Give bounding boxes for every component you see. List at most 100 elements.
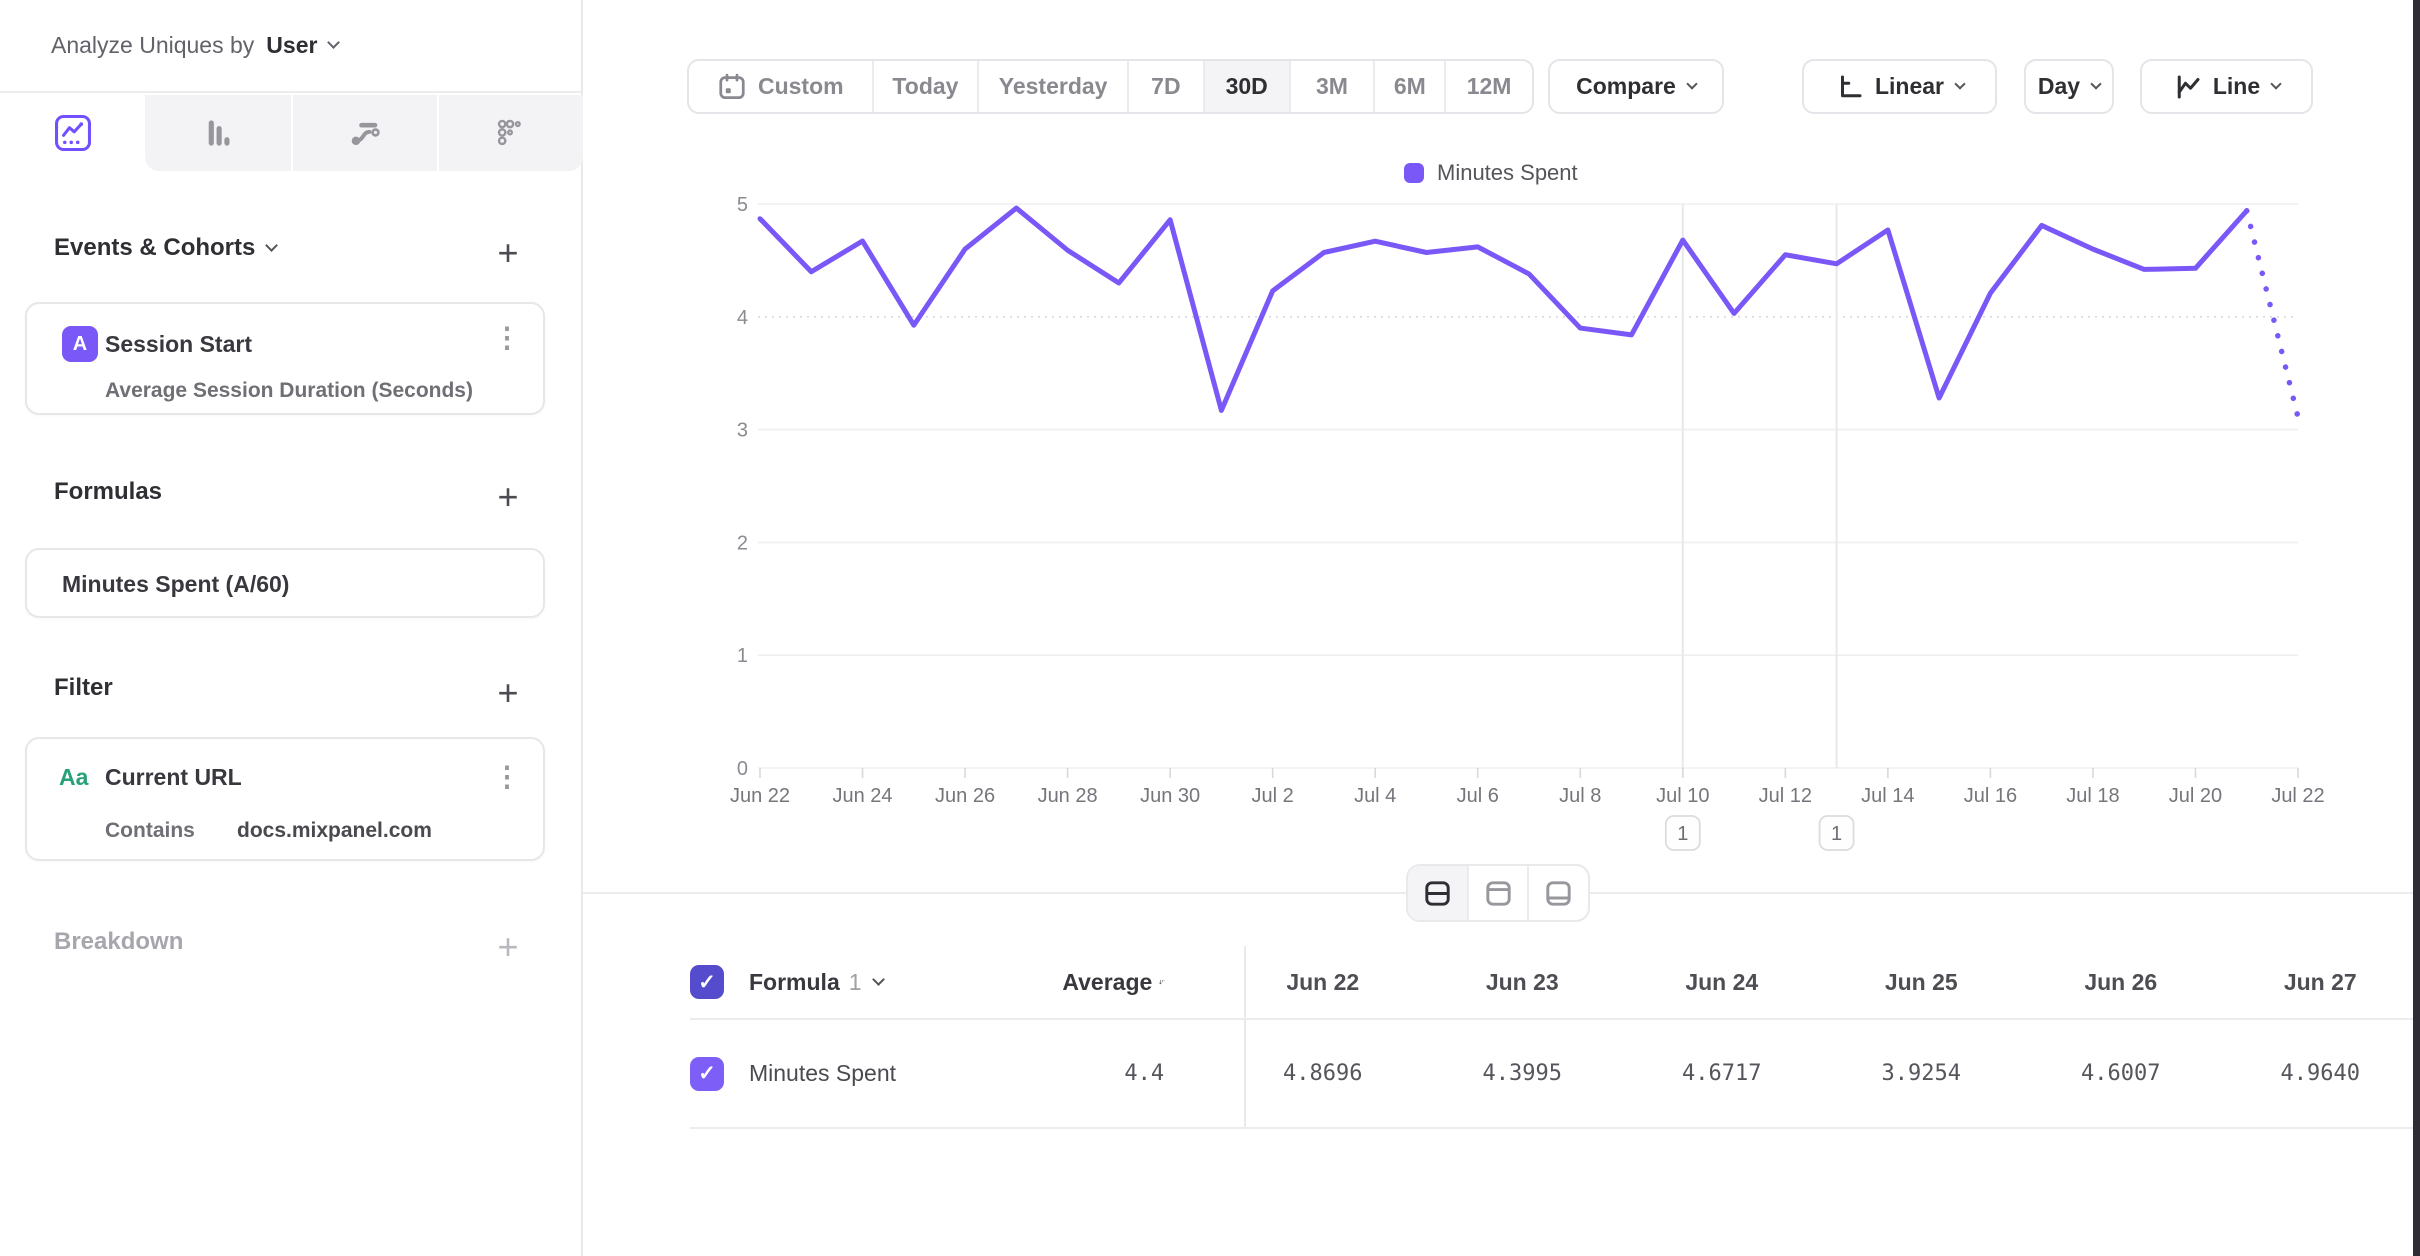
annotation-badge[interactable] [1664,815,1701,851]
y-axis-label: 1 [737,645,748,667]
analyze-uniques-header: Analyze Uniques by User [0,0,583,93]
chart-legend[interactable]: Minutes Spent [1404,160,1578,186]
chevron-down-icon[interactable] [327,36,341,49]
event-letter-badge: A [62,326,98,362]
table-row-border [690,1127,2420,1129]
filter-card[interactable]: Aa Current URL ⋮ Contains docs.mixpanel.… [25,737,545,861]
window-edge-strip [2413,0,2420,1256]
add-event-button[interactable]: + [497,232,519,273]
date-column-header[interactable]: Jun 23 [1485,968,1559,995]
average-column-header[interactable]: Average [1062,968,1153,995]
formula-card[interactable]: Minutes Spent (A/60) [25,548,545,618]
line-chart-type-icon [2177,75,2200,98]
formula-expression[interactable]: Minutes Spent (A/60) [62,571,290,597]
filter-value[interactable]: docs.mixpanel.com [237,819,432,842]
range-30d[interactable]: 30D [1204,61,1291,112]
report-type-tabbar [145,95,583,171]
table-column-divider [1244,946,1246,1127]
y-axis-label: 3 [737,420,748,442]
y-axis-label: 4 [737,307,748,329]
filter-title: Filter [54,674,113,701]
add-breakdown-button[interactable]: + [497,926,519,967]
x-axis-label: Jun 22 [730,785,790,807]
tab-bar-chart[interactable] [145,95,291,171]
y-axis-label: 0 [737,758,748,780]
x-axis-label: Jul 4 [1354,785,1396,807]
filter-property[interactable]: Current URL [105,764,242,790]
select-all-checkbox[interactable]: ✓ [690,965,724,999]
range-today[interactable]: Today [874,61,980,112]
date-column-header[interactable]: Jun 26 [2084,968,2158,995]
linear-scale-icon [1840,75,1862,97]
add-formula-button[interactable]: + [497,476,519,517]
chevron-down-icon [265,238,279,252]
row-label: Minutes Spent [749,1060,897,1086]
cell-value: 4.9640 [2280,1061,2360,1086]
split-view-icon [1425,880,1450,906]
date-column-header[interactable]: Jun 24 [1685,968,1759,995]
filter-operator[interactable]: Contains [105,819,195,842]
cell-value: 4.8696 [1283,1061,1363,1086]
row-average-value: 4.4 [1124,1061,1165,1086]
chart-top-view-icon [1485,880,1511,906]
y-axis-label: 5 [737,194,748,216]
x-axis-label: Jul 10 [1656,785,1709,807]
date-column-header[interactable]: Jun 27 [2283,968,2357,995]
event-aggregation[interactable]: Average Session Duration (Seconds) [105,379,473,402]
table-header-border [690,1018,2420,1020]
view-split-button[interactable] [1408,866,1469,920]
event-card[interactable]: A Session Start ⋮ Average Session Durati… [25,302,545,415]
string-property-icon: Aa [59,764,89,790]
row-checkbox[interactable]: ✓ [690,1056,724,1091]
kebab-menu-icon[interactable]: ⋮ [493,761,521,792]
x-axis-label: Jul 14 [1861,785,1914,807]
range-12m[interactable]: 12M [1466,73,1512,99]
x-axis-label: Jul 6 [1457,785,1499,807]
tab-flows[interactable] [293,95,439,171]
annotation-badge[interactable] [1818,815,1855,851]
cell-value: 4.3995 [1482,1061,1562,1086]
flows-icon [351,122,380,146]
date-column-header[interactable]: Jun 22 [1286,968,1360,995]
range-yesterday[interactable]: Yesterday [979,61,1129,112]
x-axis-label: Jun 26 [935,785,995,807]
x-axis-label: Jul 12 [1759,785,1812,807]
chart-type-dropdown[interactable]: Line [2140,59,2313,114]
line-chart-svg: 0 1 2 3 4 5 Jun 22 Jun 24 Jun 26 Jun 28 Jun 30 Jul … [730,194,2325,851]
formulas-title: Formulas [54,478,163,505]
formula-column-header[interactable]: Formula [749,968,840,995]
legend-label: Minutes Spent [1437,160,1578,185]
sort-descending-icon[interactable] [1158,967,1165,997]
range-custom[interactable]: Custom [689,61,874,112]
date-headers: Jun 22 Jun 23 Jun 24 Jun 25 Jun 26 Jun 27 [1223,969,2420,996]
tab-divider [437,95,439,171]
svg-text:1: 1 [1677,823,1688,845]
view-chart-only-button[interactable] [1469,866,1530,920]
range-6m[interactable]: 6M [1375,61,1447,112]
add-filter-button[interactable]: + [497,672,519,713]
range-3m[interactable]: 3M [1291,61,1376,112]
x-axis-label: Jul 2 [1252,785,1294,807]
view-table-bottom-button[interactable] [1529,866,1588,920]
legend-swatch [1404,163,1424,183]
tab-retention[interactable] [437,95,583,171]
chevron-down-icon[interactable] [871,972,885,986]
range-7d[interactable]: 7D [1129,61,1205,112]
analyze-uniques-value[interactable]: User [266,32,318,58]
query-builder-sidebar: Analyze Uniques by User [0,0,583,1256]
event-name[interactable]: Session Start [105,331,252,357]
interval-dropdown[interactable]: Day [2024,59,2114,114]
tab-insights[interactable] [0,95,145,171]
date-values: 4.8696 4.3995 4.6717 3.9254 4.6007 4.9640 [1223,1061,2420,1086]
events-cohorts-title[interactable]: Events & Cohorts [54,234,279,262]
scale-dropdown[interactable]: Linear [1802,59,1997,114]
date-range-picker: Custom Today Yesterday 7D 30D 3M 6M 12M [687,59,1534,114]
date-column-header[interactable]: Jun 25 [1884,968,1958,995]
kebab-menu-icon[interactable]: ⋮ [493,322,521,353]
x-axis-label: Jul 22 [2271,785,2324,807]
compare-button[interactable]: Compare [1548,59,1724,114]
cell-value: 4.6717 [1682,1061,1762,1086]
bar-chart-icon [208,120,230,146]
x-axis-label: Jul 8 [1559,785,1601,807]
retention-dots-icon [497,119,521,146]
